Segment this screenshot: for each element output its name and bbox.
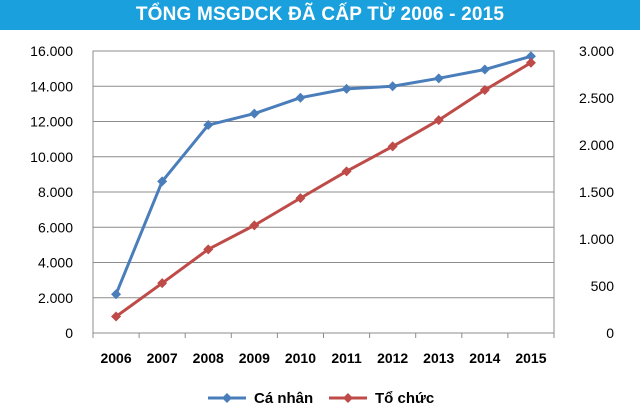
series-line	[115, 61, 532, 318]
right-tick-label: 0	[606, 325, 614, 341]
data-point	[525, 57, 536, 68]
series	[111, 51, 536, 322]
x-tick-label: 2013	[423, 350, 454, 366]
data-point	[295, 92, 306, 103]
series-line	[114, 54, 532, 295]
data-point	[111, 289, 122, 300]
x-tick-label: 2010	[285, 350, 316, 366]
data-point	[203, 120, 214, 131]
data-point	[249, 108, 260, 119]
left-tick-label: 12.000	[30, 114, 73, 130]
data-point	[341, 83, 352, 94]
data-point	[433, 73, 444, 84]
x-tick-label: 2015	[515, 350, 546, 366]
x-tick-label: 2014	[469, 350, 500, 366]
right-tick-label: 1.000	[579, 231, 614, 247]
data-point	[157, 176, 168, 187]
data-point	[111, 311, 122, 322]
right-tick-label: 2.000	[579, 137, 614, 153]
data-point	[341, 166, 352, 177]
left-tick-label: 10.000	[30, 149, 73, 165]
data-point	[157, 278, 168, 289]
data-point	[525, 51, 536, 62]
data-point	[479, 85, 490, 96]
chart-title: TỔNG MSGDCK ĐÃ CẤP TỪ 2006 - 2015	[135, 4, 505, 25]
x-tick-label: 2008	[193, 350, 224, 366]
gridlines	[93, 85, 554, 299]
x-tick-label: 2011	[331, 350, 362, 366]
chart-title-bar: TỔNG MSGDCK ĐÃ CẤP TỪ 2006 - 2015	[0, 0, 640, 30]
right-tick-label: 2.500	[579, 90, 614, 106]
right-tick-label: 1.500	[579, 184, 614, 200]
right-tick-label: 3.000	[579, 43, 614, 59]
data-point	[343, 393, 353, 403]
left-tick-label: 0	[65, 325, 73, 341]
data-point	[249, 220, 260, 231]
data-point	[222, 393, 232, 403]
line-chart: 0 2.000 4.000 6.000 8.000 10.000 12.000 14.000 1…	[30, 43, 614, 407]
data-point	[295, 193, 306, 204]
left-tick-label: 2.000	[38, 290, 73, 306]
left-tick-label: 4.000	[38, 255, 73, 271]
data-point	[479, 64, 490, 75]
legend: Cá nhân Tổ chức	[208, 390, 434, 407]
data-point	[203, 244, 214, 255]
legend-label: Cá nhân	[254, 390, 313, 407]
x-tick-label: 2012	[377, 350, 408, 366]
data-point	[433, 115, 444, 126]
data-point	[387, 81, 398, 92]
left-tick-label: 16.000	[30, 43, 73, 59]
x-tick-label: 2006	[100, 350, 131, 366]
left-tick-label: 14.000	[30, 78, 73, 94]
x-tick-label: 2007	[147, 350, 178, 366]
right-tick-label: 500	[591, 278, 615, 294]
left-tick-label: 6.000	[38, 219, 73, 235]
legend-label: Tổ chức	[375, 390, 434, 407]
axes: 0 2.000 4.000 6.000 8.000 10.000 12.000 14.000 1…	[30, 43, 614, 366]
data-point	[387, 141, 398, 152]
x-tick-label: 2009	[239, 350, 270, 366]
left-tick-label: 8.000	[38, 184, 73, 200]
